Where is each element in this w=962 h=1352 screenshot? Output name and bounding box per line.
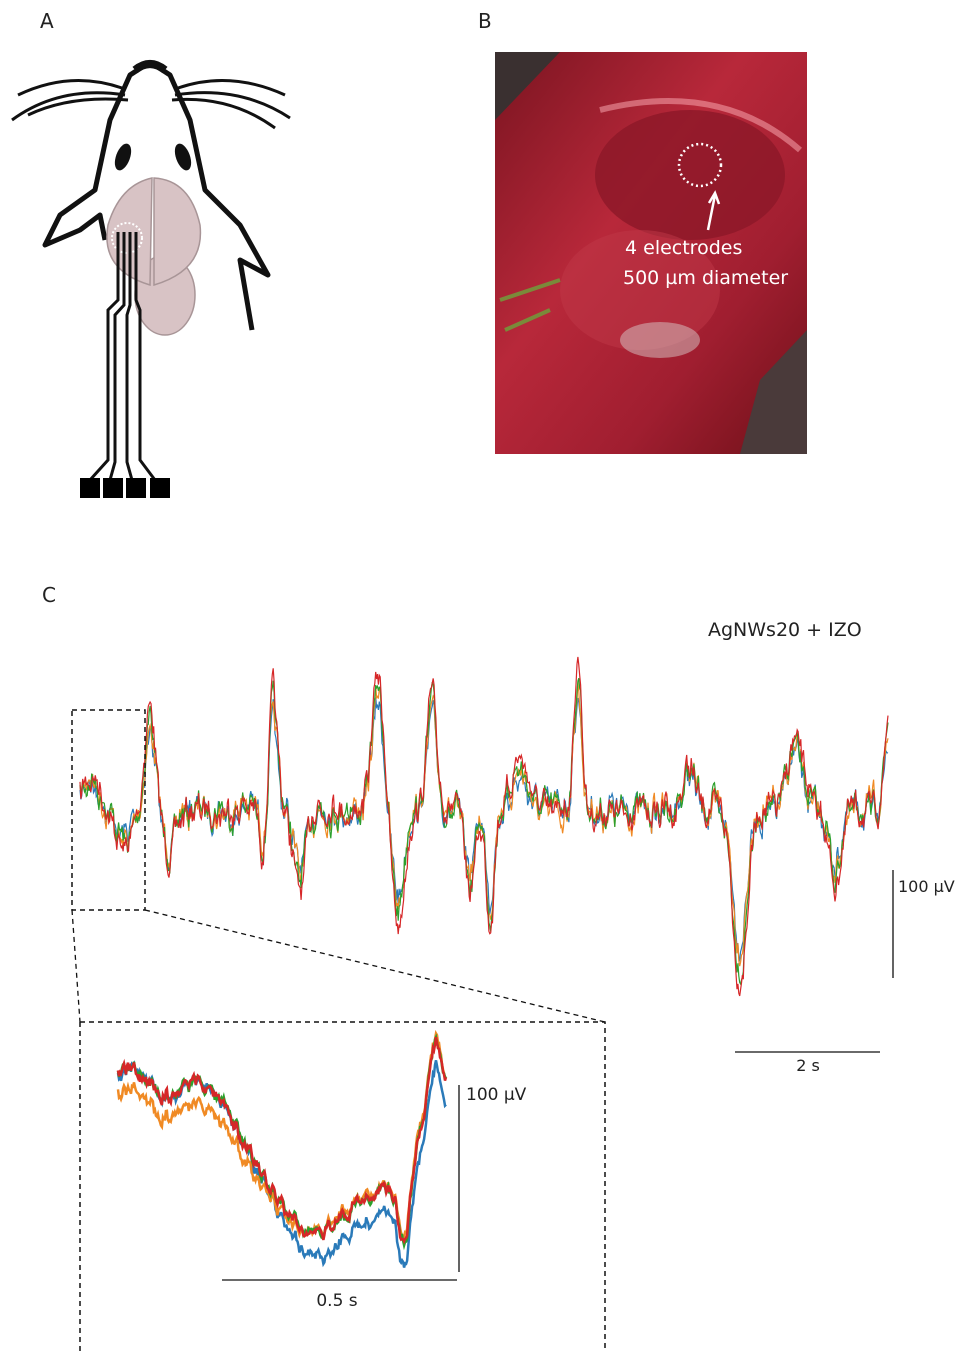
scale-label: 100 µV	[466, 1085, 527, 1105]
main-traces	[80, 657, 888, 996]
panel-label: C	[42, 583, 56, 607]
inset-traces	[118, 1033, 446, 1267]
brain	[107, 178, 201, 335]
panel-label: B	[478, 9, 492, 33]
scale-label: 2 s	[796, 1056, 820, 1075]
trace	[80, 697, 888, 960]
annotation: 500 µm diameter	[623, 267, 788, 289]
trace	[80, 657, 888, 996]
scale-label: 0.5 s	[316, 1291, 357, 1311]
scale-label: 100 µV	[898, 877, 955, 896]
connector-pads	[80, 478, 170, 498]
annotation: 4 electrodes	[625, 237, 742, 259]
condition-title: AgNWs20 + IZO	[708, 619, 862, 641]
trace	[118, 1037, 446, 1241]
figure: A B 4 electrodes 500 µm diamete	[0, 0, 962, 1352]
zoom-lines	[72, 910, 605, 1022]
panel-label: A	[40, 9, 54, 33]
